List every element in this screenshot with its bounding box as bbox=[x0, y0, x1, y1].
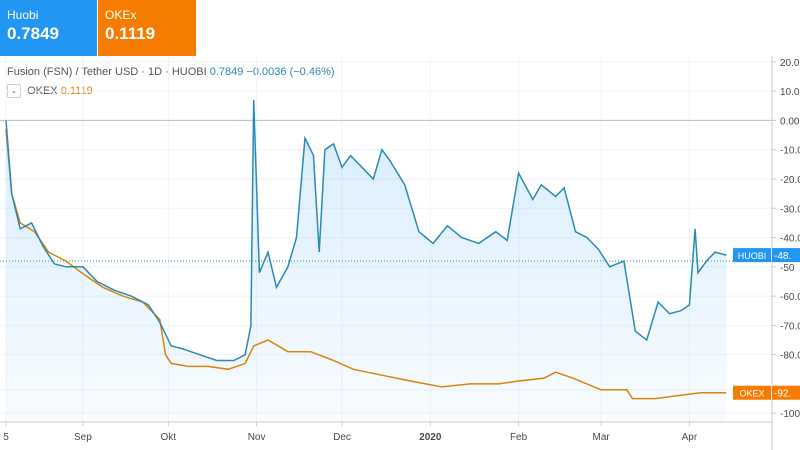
series-value-tag: -92. bbox=[774, 389, 791, 400]
series-value-tag-bg bbox=[772, 248, 800, 263]
x-tick-label: Dec bbox=[333, 432, 351, 443]
series-name-tag-bg bbox=[733, 248, 771, 263]
series-name-tag: OKEX bbox=[739, 389, 764, 399]
time-axis: 5 Sep Okt Nov Dec 2020 Feb Mar Apr bbox=[3, 422, 698, 443]
y-tick-label: -50 bbox=[780, 263, 795, 274]
okex-price-tile[interactable]: OKEx 0.1119 bbox=[98, 0, 196, 56]
y-tick-label: -80.0 bbox=[780, 351, 800, 362]
y-tick-label: 10.00 bbox=[780, 87, 800, 98]
main-price: 0.7849 bbox=[209, 66, 244, 78]
huobi-tile-name: Huobi bbox=[7, 8, 39, 22]
main-series-legend: Fusion (FSN) / Tether USD · 1D · HUOBI 0… bbox=[7, 66, 335, 78]
x-tick-label: Nov bbox=[248, 432, 266, 443]
huobi-series-line bbox=[5, 99, 727, 362]
y-tick-label: 20.00 bbox=[780, 58, 800, 69]
huobi-price-tile[interactable]: Huobi 0.7849 bbox=[0, 0, 97, 56]
main-change: −0.0036 (−0.46%) bbox=[246, 66, 335, 78]
series-value-tag: -48. bbox=[774, 251, 791, 262]
huobi-tile-value: 0.7849 bbox=[7, 24, 59, 43]
x-tick-label: Mar bbox=[593, 432, 611, 443]
x-tick-label: Apr bbox=[682, 432, 698, 443]
y-tick-label: -10.0 bbox=[780, 146, 800, 157]
y-tick-label: 0.00 bbox=[780, 116, 800, 127]
y-tick-label: -20.0 bbox=[780, 175, 800, 186]
series-tags: HUOBI -48. OKEX -92. bbox=[733, 248, 800, 400]
y-tick-label: -30.0 bbox=[780, 204, 800, 215]
x-tick-label: Sep bbox=[74, 432, 92, 443]
x-tick-label: Feb bbox=[510, 432, 528, 443]
x-tick-label: 2020 bbox=[419, 432, 442, 443]
x-tick-label: Okt bbox=[161, 432, 177, 443]
y-tick-label: -40.0 bbox=[780, 234, 800, 245]
price-axis: 20.00 10.00 0.00 -10.0 -20.0 -30.0 -40.0 -50 -60… bbox=[772, 58, 800, 420]
y-tick-label: -70.0 bbox=[780, 321, 800, 332]
series-name-tag-bg bbox=[733, 385, 771, 400]
series-value-tag-bg bbox=[772, 385, 800, 400]
y-tick-label: -100 bbox=[780, 409, 800, 420]
okex-tile-value: 0.1119 bbox=[105, 24, 156, 43]
okex-series-line bbox=[5, 129, 727, 400]
series-name-tag: HUOBI bbox=[738, 251, 767, 261]
symbol-title: Fusion (FSN) / Tether USD · 1D · HUOBI bbox=[7, 66, 207, 78]
x-tick-label: 5 bbox=[3, 432, 9, 443]
y-tick-label: -60.0 bbox=[780, 292, 800, 303]
okex-tile-name: OKEx bbox=[105, 8, 137, 22]
